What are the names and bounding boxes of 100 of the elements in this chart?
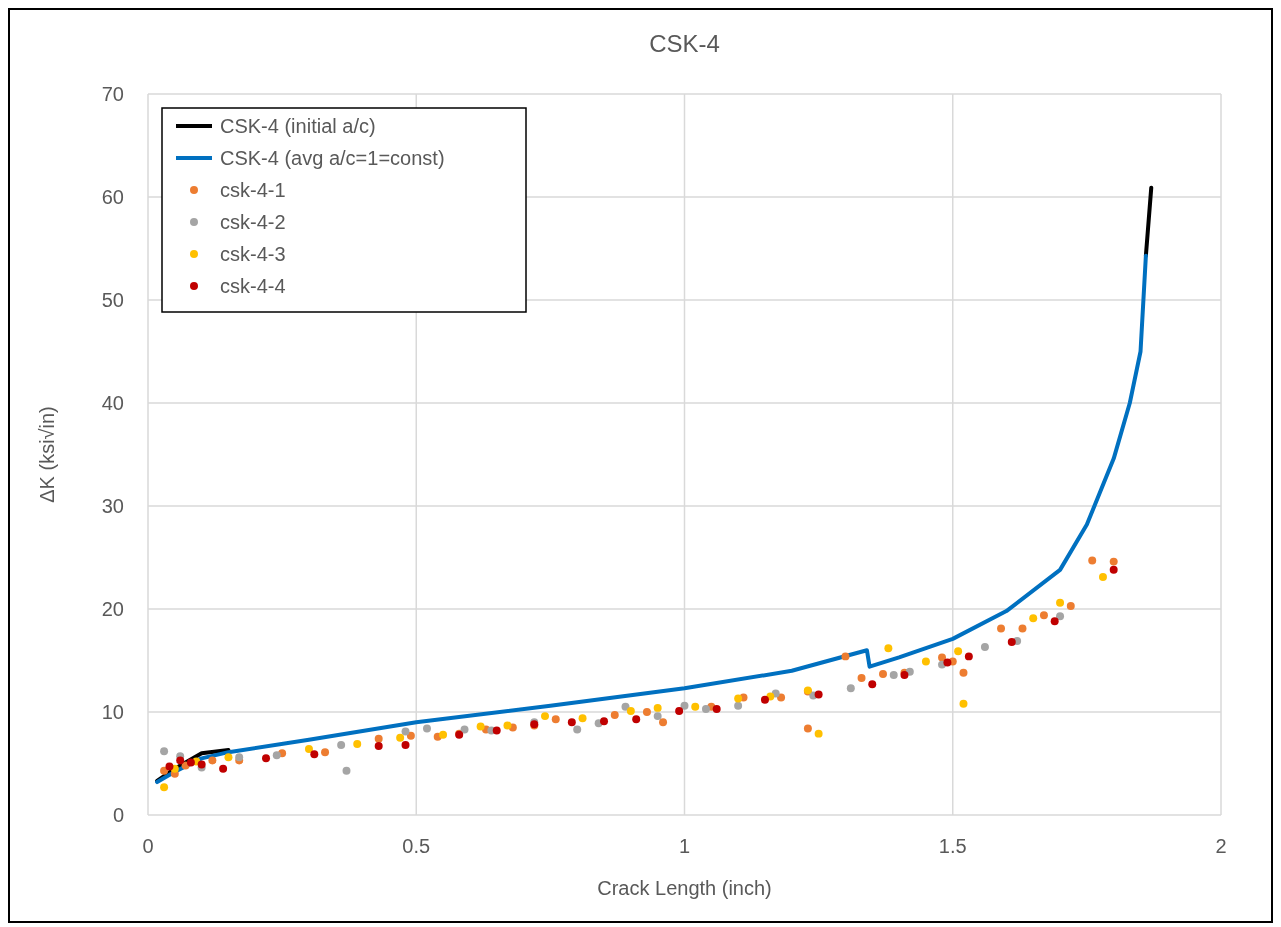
y-tick-label: 0 xyxy=(112,804,124,826)
point xyxy=(691,702,700,711)
point xyxy=(701,704,710,713)
point xyxy=(476,722,485,731)
point xyxy=(160,766,169,775)
legend-label: csk-4-1 xyxy=(220,179,286,201)
point xyxy=(1109,557,1118,566)
point xyxy=(396,733,405,742)
point xyxy=(304,745,313,754)
point xyxy=(176,756,185,765)
point xyxy=(1109,565,1118,574)
point xyxy=(659,718,668,727)
point xyxy=(208,756,217,765)
point xyxy=(503,721,512,730)
y-tick-label: 70 xyxy=(101,83,124,105)
point xyxy=(1088,556,1097,565)
point xyxy=(954,647,963,656)
point xyxy=(541,712,549,721)
y-tick-label: 60 xyxy=(101,186,124,208)
point xyxy=(374,742,383,750)
point xyxy=(653,703,662,712)
point xyxy=(1007,637,1016,646)
point xyxy=(712,704,721,713)
point xyxy=(353,739,362,748)
point xyxy=(803,724,812,733)
point xyxy=(610,711,619,720)
point xyxy=(1018,624,1027,633)
x-tick-label: 2 xyxy=(1215,835,1227,857)
point xyxy=(401,727,410,736)
point xyxy=(777,693,786,702)
point xyxy=(943,658,952,667)
point xyxy=(760,695,769,704)
point xyxy=(219,764,228,773)
legend-label: CSK-4 (avg a/c=1=const) xyxy=(220,147,445,169)
point xyxy=(492,726,501,735)
point xyxy=(224,753,233,762)
point xyxy=(460,725,469,734)
point xyxy=(342,766,351,775)
point xyxy=(884,644,893,653)
point xyxy=(186,758,195,767)
point xyxy=(374,734,383,743)
point xyxy=(600,717,609,726)
x-tick-label: 0 xyxy=(142,835,154,857)
point xyxy=(846,684,855,693)
y-tick-label: 40 xyxy=(101,392,124,414)
point xyxy=(406,731,415,740)
point xyxy=(578,714,587,723)
point xyxy=(262,754,271,763)
point xyxy=(1066,601,1075,610)
point xyxy=(321,748,330,757)
y-tick-label: 20 xyxy=(101,598,124,620)
point xyxy=(632,715,641,724)
x-tick-label: 1.5 xyxy=(938,835,967,857)
point xyxy=(771,689,780,698)
point xyxy=(1056,612,1065,621)
y-axis-title: ΔK (ksi√in) xyxy=(36,406,58,503)
point xyxy=(337,740,346,749)
point xyxy=(938,653,947,662)
point xyxy=(959,668,968,677)
point xyxy=(964,652,973,661)
point xyxy=(573,725,582,734)
point xyxy=(814,729,823,738)
point xyxy=(310,750,319,759)
chart-title: CSK-4 xyxy=(649,30,720,57)
point xyxy=(567,718,576,727)
y-tick-label: 30 xyxy=(101,495,124,517)
point xyxy=(401,740,410,749)
point xyxy=(272,751,281,760)
point xyxy=(439,730,448,739)
legend-label: csk-4-2 xyxy=(220,211,286,233)
y-tick-label: 50 xyxy=(101,289,124,311)
x-tick-label: 1 xyxy=(678,835,691,857)
point xyxy=(889,670,898,679)
point xyxy=(841,652,850,661)
point xyxy=(734,694,743,703)
point xyxy=(160,783,169,792)
point xyxy=(921,657,930,666)
point xyxy=(997,624,1006,633)
point xyxy=(1029,614,1038,623)
point xyxy=(1056,598,1065,607)
point xyxy=(1050,617,1059,626)
point xyxy=(814,690,823,699)
x-axis-title: Crack Length (inch) xyxy=(597,877,772,899)
point xyxy=(734,701,743,710)
point xyxy=(675,706,684,715)
legend-label: CSK-4 (initial a/c) xyxy=(220,115,376,137)
point xyxy=(653,712,662,721)
point xyxy=(1098,573,1107,582)
point xyxy=(165,762,174,771)
point xyxy=(626,706,635,715)
point xyxy=(642,708,651,716)
point xyxy=(879,669,887,678)
point xyxy=(868,680,877,689)
point xyxy=(959,699,968,708)
point xyxy=(980,643,989,652)
point xyxy=(160,747,169,756)
x-tick-label: 0.5 xyxy=(402,835,431,857)
legend-label: csk-4-3 xyxy=(220,243,286,265)
legend-label: csk-4-4 xyxy=(220,275,286,297)
y-tick-label: 10 xyxy=(101,701,124,723)
